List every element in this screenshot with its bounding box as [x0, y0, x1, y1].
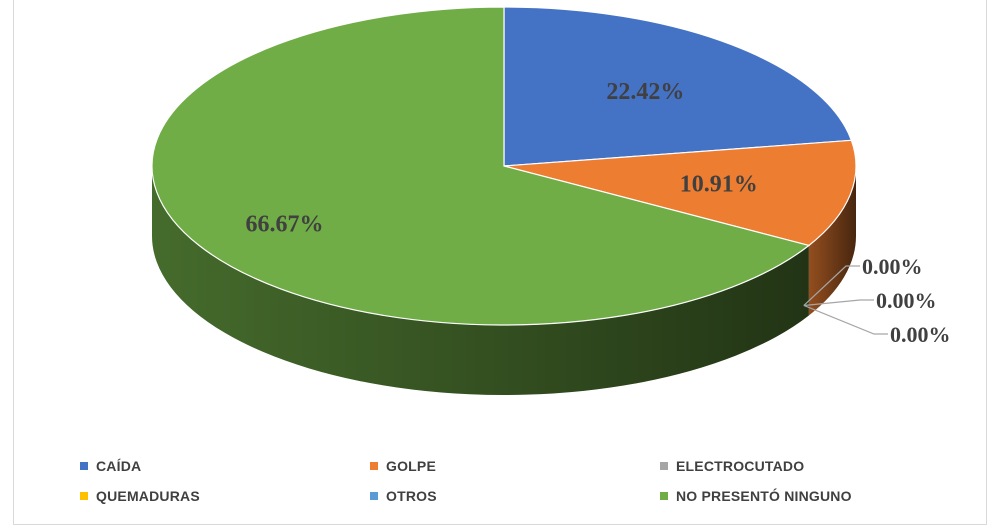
- legend-item-no-presento-ninguno: NO PRESENTÓ NINGUNO: [660, 488, 960, 504]
- legend-item-electrocutado: ELECTROCUTADO: [660, 458, 960, 474]
- legend-item-otros: OTROS: [370, 488, 660, 504]
- data-label-4: 0.00%: [890, 322, 951, 347]
- legend-swatch: [80, 462, 88, 470]
- pie-slice-1: [503, 139, 857, 247]
- legend-label: CAÍDA: [96, 458, 142, 474]
- data-label-0: 22.42%: [606, 79, 684, 105]
- legend-label: OTROS: [386, 488, 437, 504]
- legend-swatch: [660, 492, 668, 500]
- legend-swatch: [370, 462, 378, 470]
- leader-line-4: [803, 304, 888, 335]
- pie-top: [151, 6, 857, 326]
- pie-sides: [152, 166, 857, 395]
- legend-swatch: [370, 492, 378, 500]
- legend-label: GOLPE: [386, 458, 437, 474]
- legend-swatch: [80, 492, 88, 500]
- pie-slice-5: [151, 6, 811, 326]
- data-label-5: 66.67%: [246, 211, 324, 237]
- leader-line-2: [803, 265, 860, 306]
- data-label-1: 10.91%: [680, 172, 758, 198]
- pie-side-5: [152, 166, 809, 395]
- legend-item-golpe: GOLPE: [370, 458, 660, 474]
- pie-slice-0: [503, 6, 853, 167]
- legend-label: QUEMADURAS: [96, 488, 200, 504]
- legend-label: NO PRESENTÓ NINGUNO: [676, 488, 852, 504]
- data-label-2: 0.00%: [862, 254, 923, 279]
- leader-line-3: [803, 299, 874, 307]
- legend-label: ELECTROCUTADO: [676, 458, 805, 474]
- data-labels: 22.42% 10.91% 0.00% 0.00% 0.00% 66.67%: [246, 79, 951, 347]
- legend: CAÍDA GOLPE ELECTROCUTADO QUEMADURAS OTR…: [80, 458, 960, 504]
- legend-swatch: [660, 462, 668, 470]
- legend-item-caida: CAÍDA: [80, 458, 370, 474]
- pie-side-1: [808, 166, 857, 316]
- data-label-3: 0.00%: [876, 288, 937, 313]
- legend-item-quemaduras: QUEMADURAS: [80, 488, 370, 504]
